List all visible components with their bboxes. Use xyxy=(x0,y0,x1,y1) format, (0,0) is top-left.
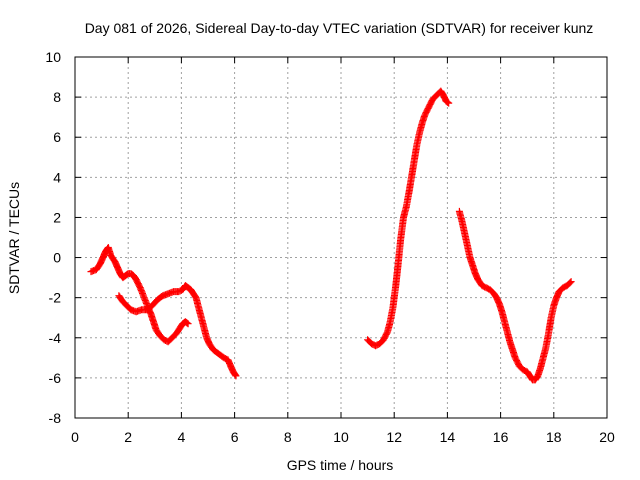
y-tick-label: -8 xyxy=(49,410,62,426)
y-tick-label: 6 xyxy=(53,129,61,145)
y-tick-label: -6 xyxy=(49,370,62,386)
x-tick-label: 10 xyxy=(333,429,349,445)
y-tick-label: 2 xyxy=(53,209,61,225)
data-point-marker xyxy=(184,320,192,328)
data-point-marker xyxy=(445,99,453,107)
x-tick-label: 18 xyxy=(546,429,562,445)
x-axis-label: GPS time / hours xyxy=(287,457,394,473)
data-point-marker xyxy=(567,278,575,286)
data-point-marker xyxy=(443,98,451,106)
y-tick-label: 0 xyxy=(53,250,61,266)
y-tick-label: 8 xyxy=(53,89,61,105)
y-tick-label: 10 xyxy=(45,49,61,65)
y-tick-label: 4 xyxy=(53,169,61,185)
axis-ticks: 0 2 4 6 8 10 12 14 16 18 20 -8 -6 -4 -2 0 2 4 6 8 10 xyxy=(45,49,615,445)
data-series xyxy=(87,87,575,384)
x-tick-label: 0 xyxy=(71,429,79,445)
data-point-marker xyxy=(232,372,240,380)
chart-title: Day 081 of 2026, Sidereal Day-to-day VTE… xyxy=(85,20,594,36)
x-tick-label: 14 xyxy=(440,429,456,445)
y-tick-label: -4 xyxy=(49,330,62,346)
grid-lines xyxy=(75,57,607,418)
x-tick-label: 12 xyxy=(386,429,402,445)
x-tick-label: 8 xyxy=(284,429,292,445)
y-tick-label: -2 xyxy=(49,290,62,306)
y-axis-label: SDTVAR / TECUs xyxy=(6,182,22,294)
x-tick-label: 4 xyxy=(178,429,186,445)
x-tick-label: 16 xyxy=(493,429,509,445)
x-tick-label: 20 xyxy=(599,429,615,445)
x-tick-label: 6 xyxy=(231,429,239,445)
x-tick-label: 2 xyxy=(124,429,132,445)
data-point-marker xyxy=(566,279,574,287)
